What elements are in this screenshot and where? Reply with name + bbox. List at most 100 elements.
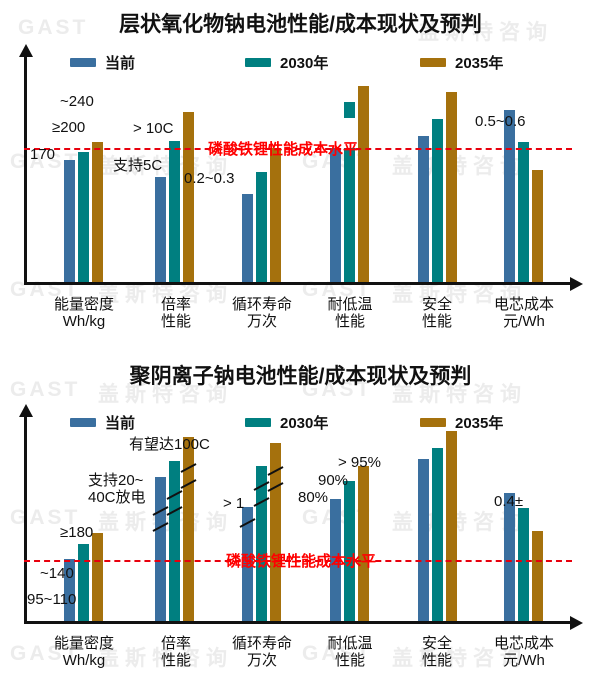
category-label-cell-cost: 电芯成本 元/Wh: [474, 296, 574, 331]
bar-2030[interactable]: [78, 152, 89, 282]
bar-current[interactable]: [242, 507, 253, 621]
bar-2030[interactable]: [344, 102, 355, 282]
bar-2030[interactable]: [78, 544, 89, 621]
bar-2035[interactable]: [92, 142, 103, 282]
value-annotation: > 95%: [338, 454, 381, 471]
bar-2030[interactable]: [256, 172, 267, 282]
value-annotation: ~140: [40, 565, 74, 582]
category-line1: 耐低温: [327, 635, 373, 652]
value-annotation: 90%: [318, 472, 349, 489]
reference-line-label: 磷酸铁锂性能成本水平: [208, 141, 359, 158]
x-axis: [24, 621, 572, 624]
category-label-low-temp: 耐低温 性能: [300, 296, 400, 331]
value-annotation: 170: [30, 146, 56, 163]
category-line1: 循环寿命: [231, 635, 292, 652]
bar-current[interactable]: [504, 110, 515, 282]
bar-break-gap: [343, 118, 356, 148]
y-axis: [24, 56, 27, 284]
bar-current[interactable]: [64, 559, 75, 621]
category-line2: Wh/kg: [62, 313, 106, 331]
chart-panel-polyanion: GAST 盖斯特咨询 GAST 盖斯特咨询 GAST 盖斯特咨询 GAST 盖斯…: [0, 350, 601, 700]
bar-2030[interactable]: [432, 448, 443, 621]
bar-2035[interactable]: [183, 437, 194, 621]
category-line2: 元/Wh: [503, 652, 545, 670]
category-label-cycle-life: 循环寿命 万次: [212, 635, 312, 670]
category-label-safety: 安全 性能: [392, 296, 482, 331]
category-line2: 性能: [421, 313, 452, 331]
category-label-energy-density: 能量密度 Wh/kg: [34, 635, 134, 670]
legend-swatch-icon: [420, 58, 446, 67]
category-label-energy-density: 能量密度 Wh/kg: [34, 296, 134, 331]
bar-2030[interactable]: [169, 461, 180, 621]
reference-line: [24, 148, 572, 150]
legend-swatch-icon: [70, 418, 96, 427]
bar-2030[interactable]: [256, 466, 267, 621]
bar-2035[interactable]: [92, 533, 103, 621]
category-label-rate: 倍率 性能: [136, 635, 216, 670]
y-axis: [24, 416, 27, 623]
bar-current[interactable]: [418, 136, 429, 282]
x-axis-arrow-icon: [570, 277, 583, 291]
bar-2035[interactable]: [358, 86, 369, 282]
reference-line: [24, 560, 572, 562]
value-annotation: ~240: [60, 93, 94, 110]
category-line1: 能量密度: [53, 296, 114, 313]
bar-2035[interactable]: [358, 466, 369, 621]
legend-swatch-icon: [420, 418, 446, 427]
category-line1: 倍率: [160, 296, 191, 313]
category-line2: 性能: [334, 652, 365, 670]
value-annotation: 支持20~: [88, 472, 144, 489]
legend-label: 2035年: [455, 415, 504, 432]
bar-2030[interactable]: [169, 141, 180, 282]
bar-2030[interactable]: [432, 119, 443, 282]
bar-2035[interactable]: [270, 148, 281, 282]
value-annotation: 有望达100C: [129, 436, 210, 453]
legend-item-current[interactable]: 当前: [70, 412, 135, 433]
legend-swatch-icon: [245, 418, 271, 427]
bar-2035[interactable]: [446, 431, 457, 621]
bar-current[interactable]: [504, 493, 515, 621]
y-axis-arrow-icon: [19, 404, 33, 417]
legend-label: 2030年: [280, 55, 329, 72]
category-line1: 能量密度: [53, 635, 114, 652]
value-annotation: 95~110: [27, 591, 77, 608]
page-title: 层状氧化物钠电池性能/成本现状及预判: [119, 13, 482, 36]
x-axis: [24, 282, 572, 285]
category-line1: 电芯成本: [493, 296, 554, 313]
y-axis-arrow-icon: [19, 44, 33, 57]
value-annotation: 0.5~0.6: [475, 113, 526, 130]
value-annotation: 0.2~0.3: [184, 170, 235, 187]
category-line1: 耐低温: [327, 296, 373, 313]
bar-2035[interactable]: [446, 92, 457, 282]
category-line2: 性能: [160, 652, 191, 670]
category-line2: 性能: [160, 313, 191, 331]
category-line1: 电芯成本: [493, 635, 554, 652]
bar-2035[interactable]: [532, 170, 543, 282]
category-label-rate: 倍率 性能: [136, 296, 216, 331]
bar-2035[interactable]: [183, 112, 194, 282]
bar-current[interactable]: [242, 194, 253, 282]
bar-current[interactable]: [330, 148, 341, 282]
bar-2035[interactable]: [532, 531, 543, 621]
bar-current[interactable]: [155, 477, 166, 621]
legend-label: 2035年: [455, 55, 504, 72]
bar-current[interactable]: [418, 459, 429, 621]
legend-item-2035[interactable]: 2035年: [420, 412, 503, 433]
bar-2030[interactable]: [518, 508, 529, 621]
bar-current[interactable]: [155, 177, 166, 282]
legend-item-2030[interactable]: 2030年: [245, 412, 328, 433]
category-label-safety: 安全 性能: [392, 635, 482, 670]
bar-current[interactable]: [64, 160, 75, 282]
value-annotation: 支持5C: [113, 157, 163, 174]
bar-2030[interactable]: [344, 481, 355, 621]
category-line2: 性能: [421, 652, 452, 670]
bar-2030[interactable]: [518, 142, 529, 282]
legend-label: 2030年: [280, 415, 329, 432]
legend-item-current[interactable]: 当前: [70, 52, 135, 73]
legend-label: 当前: [105, 415, 136, 432]
legend-item-2035[interactable]: 2035年: [420, 52, 503, 73]
value-annotation: 40C放电: [88, 489, 146, 506]
bar-2035[interactable]: [270, 443, 281, 621]
category-line2: 万次: [246, 652, 277, 670]
legend-item-2030[interactable]: 2030年: [245, 52, 328, 73]
